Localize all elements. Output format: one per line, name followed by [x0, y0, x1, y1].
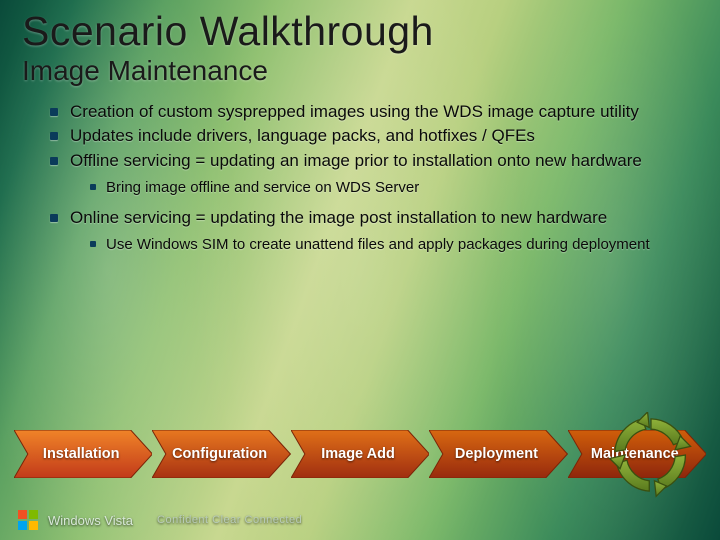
- bullet-text: Online servicing = updating the image po…: [70, 208, 607, 227]
- bullet-list: Creation of custom sysprepped images usi…: [48, 101, 698, 255]
- sub-bullet-list: Bring image offline and service on WDS S…: [88, 178, 698, 198]
- arrow-label: Configuration: [166, 446, 277, 462]
- arrow-configuration: Configuration: [152, 430, 290, 478]
- arrow-deployment: Deployment: [429, 430, 567, 478]
- bullet-item: Online servicing = updating the image po…: [48, 207, 698, 256]
- footer: Windows Vista Confident Clear Connected: [18, 510, 302, 530]
- slide: Scenario Walkthrough Image Maintenance C…: [0, 0, 720, 540]
- arrow-image-add: Image Add: [291, 430, 429, 478]
- bullet-item: Creation of custom sysprepped images usi…: [48, 101, 698, 123]
- arrow-label: Installation: [37, 446, 130, 462]
- slide-title: Scenario Walkthrough: [22, 10, 698, 53]
- arrow-installation: Installation: [14, 430, 152, 478]
- windows-flag-icon: [18, 510, 38, 530]
- content-area: Creation of custom sysprepped images usi…: [22, 101, 698, 255]
- bullet-text: Offline servicing = updating an image pr…: [70, 151, 642, 170]
- bullet-item: Offline servicing = updating an image pr…: [48, 150, 698, 199]
- process-arrows: Installation Configuration Image Add: [14, 430, 706, 478]
- arrow-label: Deployment: [449, 446, 548, 462]
- recycle-icon: [608, 412, 694, 498]
- slide-subtitle: Image Maintenance: [22, 55, 698, 87]
- sub-bullet-list: Use Windows SIM to create unattend files…: [88, 235, 698, 255]
- sub-bullet-item: Use Windows SIM to create unattend files…: [88, 235, 698, 255]
- arrow-label: Image Add: [315, 446, 405, 462]
- brand-label: Windows Vista: [48, 513, 133, 528]
- tagline-label: Confident Clear Connected: [157, 514, 302, 526]
- sub-bullet-item: Bring image offline and service on WDS S…: [88, 178, 698, 198]
- bullet-item: Updates include drivers, language packs,…: [48, 125, 698, 147]
